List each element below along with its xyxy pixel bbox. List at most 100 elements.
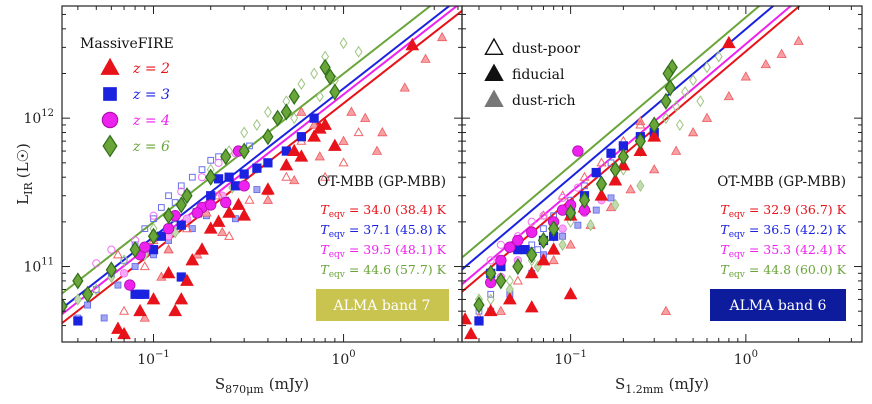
band6-point-z4-fiducial (504, 241, 516, 253)
band7-point-z2-dust-rich (399, 82, 410, 92)
band6-point-z4-dust-poor (496, 240, 505, 249)
band7-point-z2-dust-rich (314, 151, 325, 161)
band7-point-z2-dust-rich (262, 194, 274, 204)
band7-point-z2-dust-rich (296, 106, 307, 116)
band7-point-z2-dust-rich (420, 53, 431, 63)
band6-point-z2-dust-rich (723, 90, 735, 101)
band7-point-z6-fiducial (81, 285, 94, 303)
y-axis-label: LIR (L☉) (14, 143, 35, 205)
band7-point-z6-dust-poor (240, 126, 249, 139)
band6-point-z6-fiducial (660, 92, 672, 110)
band7-point-z4-fiducial (238, 180, 250, 192)
band7-point-z2-fiducial (146, 292, 161, 305)
band6-point-z6-dust-poor (672, 100, 681, 113)
band7-point-z3-dust-poor (158, 204, 165, 211)
band6-point-z6-fiducial (565, 204, 577, 222)
band6-point-z3-dust-poor (534, 246, 542, 253)
band6-point-z4-dust-poor (486, 256, 495, 265)
band6-point-z4-fiducial (526, 226, 538, 239)
band6-point-z2-fiducial (563, 286, 578, 300)
band6-point-z6-fiducial (473, 296, 485, 314)
band7-point-z3-dust-rich (253, 186, 261, 194)
band6-point-z2-dust-poor (579, 171, 590, 181)
band7-point-z3-dust-poor (207, 156, 215, 164)
band6-point-z3-dust-poor (540, 225, 547, 233)
band7-point-z3-dust-rich (114, 281, 122, 289)
band7-point-z4-fiducial (205, 199, 217, 211)
band7-point-z4-fiducial (162, 222, 175, 235)
band6-x-label-unit: (mJy) (669, 375, 709, 393)
band7-point-z2-fiducial (328, 138, 342, 151)
band7-point-z3-fiducial (206, 191, 216, 201)
band7-point-z2-fiducial (180, 273, 194, 286)
band6-point-z2-dust-rich (625, 184, 636, 194)
band6-point-z3-fiducial (606, 148, 616, 158)
band6-point-z2-dust-poor (596, 157, 607, 167)
band7-point-z3-fiducial (230, 181, 241, 191)
band6-point-z2-dust-rich (776, 48, 787, 58)
band7-fit-legend: OT-MBB (GP-MBB) Teqv = 34.0 (38.4) K Teqv… (317, 174, 446, 280)
band7-fit-line-z4 (62, 6, 459, 316)
band6-point-z2-fiducial (536, 253, 551, 266)
band7-point-z2-dust-poor (119, 305, 130, 315)
band7-point-z6-fiducial (238, 142, 250, 160)
y-axis-label-unit: (L (14, 162, 32, 178)
band6-point-z6-dust-poor (681, 86, 690, 99)
band7-point-z6-dust-poor (120, 254, 128, 267)
band7-point-z2-dust-rich (308, 119, 320, 129)
band7-point-z4-fiducial (124, 279, 136, 291)
legend-marker-diamond (102, 134, 118, 158)
band7-point-z2-dust-rich (360, 112, 371, 122)
panel-band6-frame (461, 5, 863, 343)
band6-point-z6-fiducial (495, 272, 507, 290)
legend-marker-circle (101, 111, 119, 129)
band7-point-z6-dust-poor (92, 283, 101, 296)
band7-point-z3-dust-poor (188, 173, 196, 181)
legend-marker-square (103, 87, 117, 101)
band7-x-label-main: S (215, 375, 225, 393)
band7-point-z2-fiducial (185, 253, 200, 266)
band7-point-z4-dust-poor (149, 211, 158, 220)
band6-point-z6-dust-rich (558, 238, 567, 251)
band7-point-z6-dust-poor (290, 112, 299, 125)
band6-x-tick-label: 10−1 (554, 349, 587, 368)
band7-point-z3-fiducial (309, 113, 319, 123)
band7-point-z2-fiducial (161, 265, 176, 279)
band7-point-z6-fiducial (319, 58, 331, 76)
band7-point-z2-fiducial (203, 221, 218, 234)
band6-point-z6-fiducial (662, 64, 674, 83)
band6-fit-line-z6 (462, 6, 761, 259)
band6-point-z2-dust-rich (660, 305, 672, 315)
band6-point-z4-fiducial (512, 234, 524, 247)
band7-point-z2-dust-rich (377, 127, 388, 137)
band6-x-axis-label: S1.2mm (mJy) (615, 375, 709, 396)
band6-point-z6-fiducial (526, 246, 538, 264)
band7-point-z3-dust-rich (100, 314, 108, 322)
band6-badge (710, 289, 846, 321)
band7-point-z2-dust-poor (244, 194, 255, 204)
band7-point-z3-fiducial (213, 174, 224, 184)
band6-point-z2-fiducial (502, 292, 517, 305)
band6-fit-title: OT-MBB (GP-MBB) (717, 174, 846, 190)
band6-fit-label-z2: Teqv = 32.9 (36.7) K (720, 202, 846, 220)
band7-point-z2-dust-poor (320, 171, 331, 181)
style-legend-label: dust-poor (512, 41, 580, 57)
band7-point-z2-dust-poor (224, 230, 235, 240)
band7-point-z3-fiducial (296, 132, 307, 142)
band6-point-z4-dust-poor (527, 217, 536, 226)
band6-point-z6-fiducial (634, 132, 646, 150)
band7-point-z3-fiducial (73, 316, 83, 326)
band6-x-tick-label: 100 (734, 349, 758, 368)
band6-point-z6-dust-poor (505, 274, 514, 287)
redshift-legend: MassiveFIRE z = 2 z = 3 z = 4 z = 6 (80, 36, 174, 158)
band6-point-z6-fiducial (578, 191, 591, 209)
band6-point-z3-fiducial (474, 316, 484, 326)
band6-fit-label-z6: Teqv = 44.8 (60.0) K (720, 262, 846, 280)
band6-point-z6-fiducial (595, 175, 608, 193)
band6-point-z6-fiducial (617, 148, 629, 166)
band6-point-z6-fiducial (648, 116, 660, 134)
band6-point-z2-dust-rich (670, 145, 682, 155)
band7-point-z6-dust-poor (297, 77, 306, 90)
band7-point-z6-fiducial (280, 103, 292, 121)
band6-point-z2-fiducial (608, 173, 623, 186)
